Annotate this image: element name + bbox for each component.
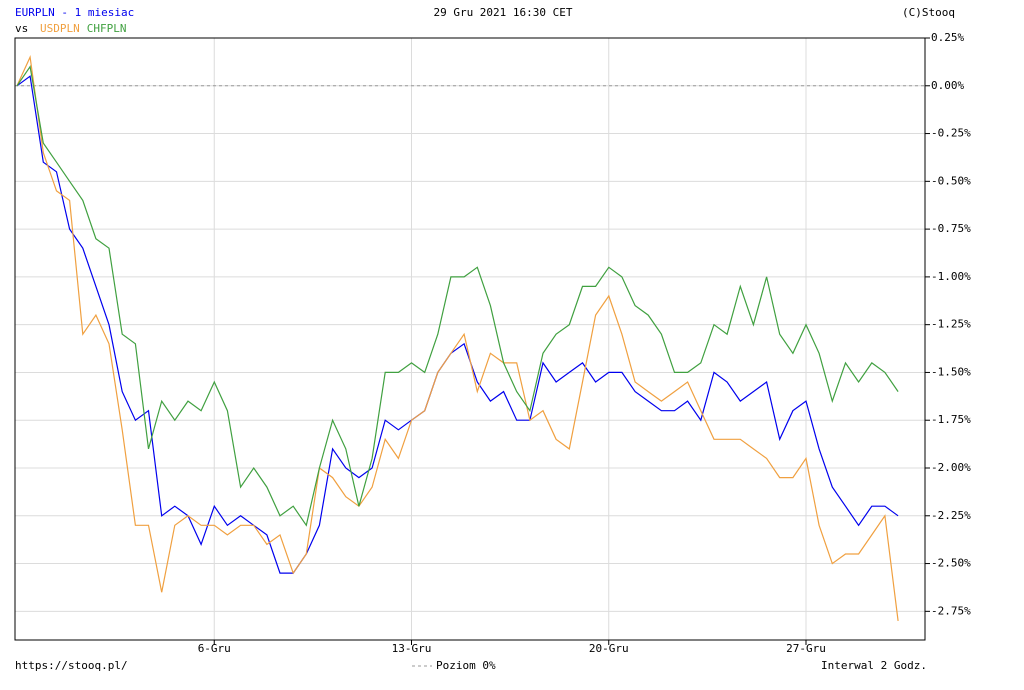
- legend-prefix: vs: [15, 22, 28, 35]
- y-tick-label: -0.75%: [931, 222, 971, 235]
- series-line: [16, 65, 899, 527]
- y-tick-label: -2.50%: [931, 557, 971, 570]
- x-tick-label: 6-Gru: [198, 642, 231, 655]
- y-tick-label: -0.50%: [931, 174, 971, 187]
- y-tick-label: -2.75%: [931, 604, 971, 617]
- y-tick-label: -1.00%: [931, 270, 971, 283]
- footer-right: Interwal 2 Godz.: [821, 659, 927, 672]
- chart-title: EURPLN - 1 miesiac: [15, 6, 134, 19]
- y-tick-label: -2.00%: [931, 461, 971, 474]
- y-tick-label: 0.25%: [931, 31, 964, 44]
- y-tick-label: 0.00%: [931, 79, 964, 92]
- y-tick-label: -1.25%: [931, 318, 971, 331]
- series-line: [16, 75, 899, 574]
- plot-frame: [14, 37, 926, 641]
- x-tick-label: 27-Gru: [786, 642, 826, 655]
- series-line: [16, 54, 899, 621]
- footer-left: https://stooq.pl/: [15, 659, 128, 672]
- legend-entry: USDPLN: [40, 22, 80, 35]
- zero-line-label: Poziom 0%: [436, 659, 496, 672]
- copyright: (C)Stooq: [902, 6, 955, 19]
- timestamp: 29 Gru 2021 16:30 CET: [433, 6, 572, 19]
- x-tick-label: 13-Gru: [392, 642, 432, 655]
- legend-entry: CHFPLN: [87, 22, 127, 35]
- y-tick-label: -1.50%: [931, 365, 971, 378]
- y-tick-label: -0.25%: [931, 127, 971, 140]
- x-tick-label: 20-Gru: [589, 642, 629, 655]
- y-tick-label: -2.25%: [931, 509, 971, 522]
- y-tick-label: -1.75%: [931, 413, 971, 426]
